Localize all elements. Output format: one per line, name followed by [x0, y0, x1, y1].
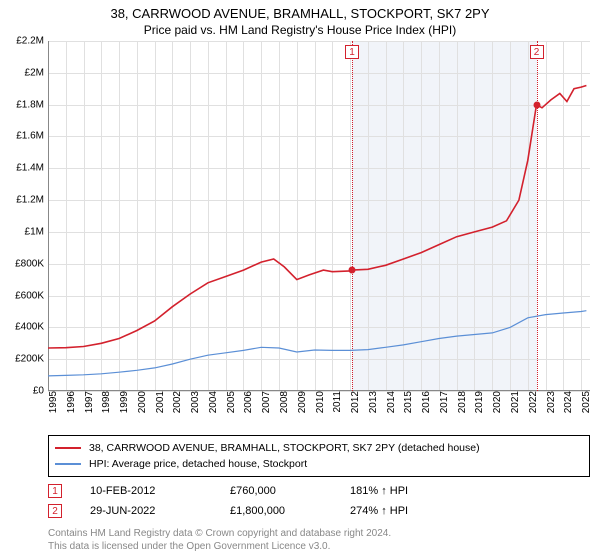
y-tick-label: £1.6M — [16, 131, 48, 142]
legend-label: 38, CARRWOOD AVENUE, BRAMHALL, STOCKPORT… — [89, 442, 480, 454]
y-tick-label: £800K — [15, 258, 48, 269]
attribution-line: This data is licensed under the Open Gov… — [48, 540, 590, 553]
legend-swatch — [55, 447, 81, 449]
y-tick-label: £1M — [25, 226, 48, 237]
x-tick-label: 2023 — [542, 391, 557, 413]
series-svg — [48, 41, 590, 391]
x-tick-label: 2021 — [506, 391, 521, 413]
x-tick-label: 2005 — [222, 391, 237, 413]
event-marker: 2 — [530, 45, 544, 59]
y-tick-label: £400K — [15, 322, 48, 333]
x-tick-label: 2003 — [186, 391, 201, 413]
x-tick-label: 2008 — [275, 391, 290, 413]
attribution-line: Contains HM Land Registry data © Crown c… — [48, 527, 590, 540]
x-tick-label: 2018 — [453, 391, 468, 413]
x-tick-label: 2016 — [417, 391, 432, 413]
event-marker-icon: 1 — [48, 484, 62, 498]
legend-swatch — [55, 463, 81, 465]
x-tick-label: 1996 — [62, 391, 77, 413]
x-tick-label: 1998 — [97, 391, 112, 413]
x-tick-label: 2006 — [239, 391, 254, 413]
x-tick-label: 2015 — [399, 391, 414, 413]
x-tick-label: 1999 — [115, 391, 130, 413]
x-tick-label: 2004 — [204, 391, 219, 413]
legend-item-property: 38, CARRWOOD AVENUE, BRAMHALL, STOCKPORT… — [55, 440, 583, 456]
x-tick-label: 1995 — [44, 391, 59, 413]
x-tick-label: 2020 — [488, 391, 503, 413]
x-tick-label: 2022 — [524, 391, 539, 413]
y-tick-label: £2M — [25, 67, 48, 78]
event-price: £1,800,000 — [230, 505, 350, 517]
x-tick-label: 2012 — [346, 391, 361, 413]
x-tick-label: 2019 — [470, 391, 485, 413]
x-tick-label: 2007 — [257, 391, 272, 413]
x-tick-label: 2014 — [382, 391, 397, 413]
event-date: 10-FEB-2012 — [90, 485, 230, 497]
event-marker-icon: 2 — [48, 504, 62, 518]
x-tick-label: 2013 — [364, 391, 379, 413]
x-tick-label: 2025 — [577, 391, 592, 413]
plot-area: £0£200K£400K£600K£800K£1M£1.2M£1.4M£1.6M… — [48, 41, 590, 391]
y-tick-label: £1.8M — [16, 99, 48, 110]
y-tick-label: £600K — [15, 290, 48, 301]
event-point — [349, 267, 356, 274]
event-point — [533, 101, 540, 108]
event-date: 29-JUN-2022 — [90, 505, 230, 517]
y-tick-label: £200K — [15, 354, 48, 365]
x-tick-label: 2002 — [168, 391, 183, 413]
events-table: 1 10-FEB-2012 £760,000 181% ↑ HPI 2 29-J… — [48, 481, 590, 521]
x-tick-label: 2024 — [559, 391, 574, 413]
x-tick-label: 2001 — [151, 391, 166, 413]
x-tick-label: 2017 — [435, 391, 450, 413]
x-tick-label: 1997 — [80, 391, 95, 413]
attribution: Contains HM Land Registry data © Crown c… — [48, 527, 590, 553]
x-tick-label: 2000 — [133, 391, 148, 413]
x-tick-label: 2009 — [293, 391, 308, 413]
chart-title: 38, CARRWOOD AVENUE, BRAMHALL, STOCKPORT… — [0, 0, 600, 21]
event-hpi: 181% ↑ HPI — [350, 485, 408, 497]
event-hpi: 274% ↑ HPI — [350, 505, 408, 517]
series-line-property — [48, 86, 586, 349]
legend-item-hpi: HPI: Average price, detached house, Stoc… — [55, 456, 583, 472]
legend: 38, CARRWOOD AVENUE, BRAMHALL, STOCKPORT… — [48, 435, 590, 477]
x-tick-label: 2010 — [311, 391, 326, 413]
legend-label: HPI: Average price, detached house, Stoc… — [89, 458, 307, 470]
y-tick-label: £2.2M — [16, 36, 48, 47]
chart-subtitle: Price paid vs. HM Land Registry's House … — [0, 21, 600, 41]
chart-container: 38, CARRWOOD AVENUE, BRAMHALL, STOCKPORT… — [0, 0, 600, 560]
event-marker: 1 — [345, 45, 359, 59]
event-price: £760,000 — [230, 485, 350, 497]
event-row: 2 29-JUN-2022 £1,800,000 274% ↑ HPI — [48, 501, 590, 521]
y-tick-label: £1.4M — [16, 163, 48, 174]
series-line-hpi — [48, 311, 586, 376]
x-tick-label: 2011 — [328, 391, 343, 413]
event-row: 1 10-FEB-2012 £760,000 181% ↑ HPI — [48, 481, 590, 501]
y-tick-label: £1.2M — [16, 195, 48, 206]
